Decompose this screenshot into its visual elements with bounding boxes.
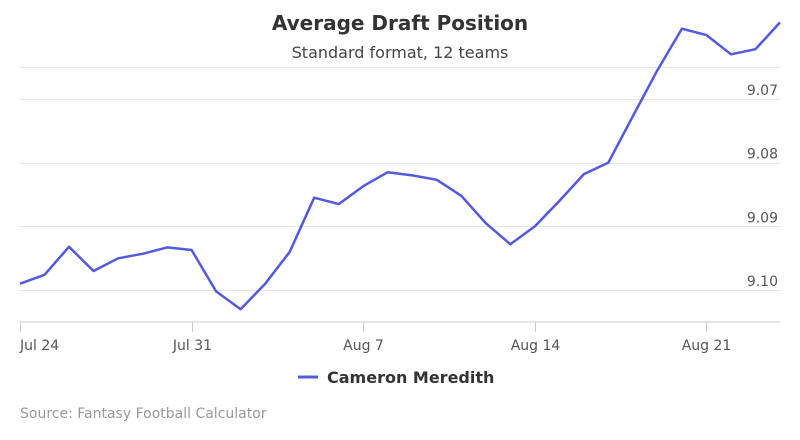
data-point[interactable] bbox=[578, 168, 590, 180]
y-axis-tick-labels: 9.07 9.08 9.09 9.10 bbox=[747, 83, 778, 290]
data-point[interactable] bbox=[14, 278, 26, 290]
legend[interactable]: Cameron Meredith bbox=[298, 368, 494, 387]
data-point[interactable] bbox=[137, 248, 149, 260]
legend-label[interactable]: Cameron Meredith bbox=[327, 368, 494, 387]
x-tick-label: Aug 14 bbox=[511, 338, 561, 354]
data-point[interactable] bbox=[63, 241, 75, 253]
credits[interactable]: Source: Fantasy Football Calculator bbox=[20, 406, 267, 422]
grid-lines bbox=[20, 67, 780, 291]
data-point[interactable] bbox=[431, 174, 443, 186]
data-point[interactable] bbox=[701, 29, 713, 41]
x-tick-label: Jul 31 bbox=[172, 338, 212, 354]
data-point[interactable] bbox=[602, 157, 614, 169]
x-tick-label: Aug 21 bbox=[682, 338, 732, 354]
chart-subtitle: Standard format, 12 teams bbox=[292, 43, 509, 62]
data-point[interactable] bbox=[284, 246, 296, 258]
data-point[interactable] bbox=[651, 64, 663, 76]
series-line[interactable] bbox=[19, 21, 781, 311]
data-point[interactable] bbox=[480, 217, 492, 229]
data-point[interactable] bbox=[774, 16, 786, 28]
data-point[interactable] bbox=[39, 269, 51, 281]
x-tick-label: Aug 7 bbox=[343, 338, 384, 354]
data-point[interactable] bbox=[112, 252, 124, 264]
data-point[interactable] bbox=[455, 190, 467, 202]
data-point[interactable] bbox=[676, 23, 688, 35]
data-point[interactable] bbox=[725, 48, 737, 60]
data-point[interactable] bbox=[529, 220, 541, 232]
data-point[interactable] bbox=[553, 195, 565, 207]
data-point[interactable] bbox=[504, 238, 516, 250]
x-axis: Jul 24 Jul 31 Aug 7 Aug 14 Aug 21 bbox=[19, 321, 780, 354]
data-point[interactable] bbox=[406, 169, 418, 181]
data-point[interactable] bbox=[357, 180, 369, 192]
y-tick-label: 9.10 bbox=[747, 274, 778, 290]
data-point[interactable] bbox=[308, 192, 320, 204]
y-tick-label: 9.08 bbox=[747, 147, 778, 163]
y-tick-label: 9.07 bbox=[747, 83, 778, 99]
series-layer bbox=[14, 16, 786, 315]
data-point[interactable] bbox=[88, 265, 100, 277]
x-tick-label: Jul 24 bbox=[19, 338, 59, 354]
chart-title: Average Draft Position bbox=[272, 11, 528, 35]
data-point[interactable] bbox=[627, 110, 639, 122]
data-point[interactable] bbox=[259, 278, 271, 290]
data-point[interactable] bbox=[750, 43, 762, 55]
data-point[interactable] bbox=[382, 166, 394, 178]
data-point[interactable] bbox=[161, 241, 173, 253]
data-point[interactable] bbox=[235, 303, 247, 315]
data-point[interactable] bbox=[186, 244, 198, 256]
data-point[interactable] bbox=[333, 198, 345, 210]
y-tick-label: 9.09 bbox=[747, 210, 778, 226]
data-point[interactable] bbox=[210, 285, 222, 297]
